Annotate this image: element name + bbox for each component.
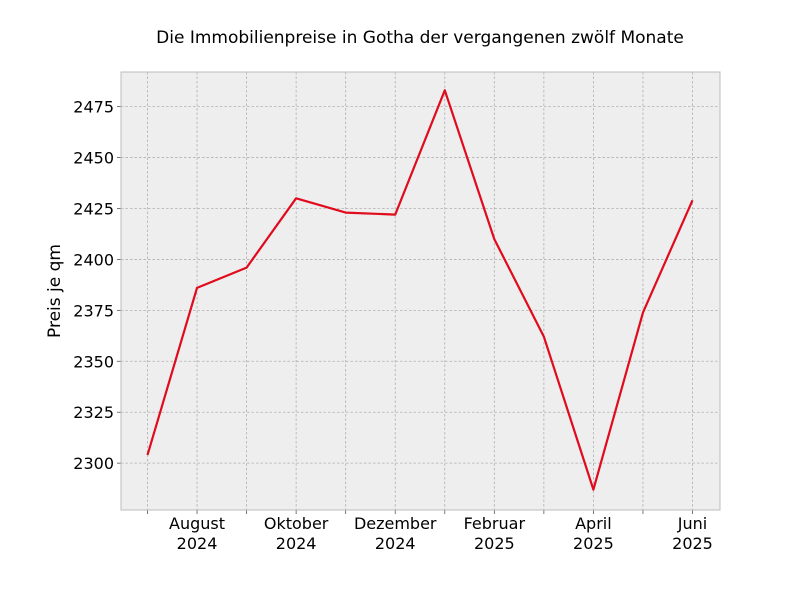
x-tick-label: April 2025 xyxy=(573,514,614,553)
x-tick-label: Dezember 2024 xyxy=(354,514,437,553)
y-tick-labels: 2300 2325 2350 2375 2400 2425 2450 2475 xyxy=(73,98,114,474)
ticks xyxy=(117,106,693,514)
y-tick-label: 2450 xyxy=(73,149,114,168)
x-tick-labels: August 2024 Oktober 2024 Dezember 2024 Februar… xyxy=(169,514,713,553)
chart-title: Die Immobilienpreise in Gotha der vergan… xyxy=(156,28,684,48)
y-tick-label: 2425 xyxy=(73,199,114,218)
x-tick-label: Februar 2025 xyxy=(464,514,526,553)
x-tick-label: August 2024 xyxy=(169,514,225,553)
y-tick-label: 2400 xyxy=(73,250,114,269)
y-axis-label: Preis je qm xyxy=(45,244,65,338)
y-tick-label: 2300 xyxy=(73,454,114,473)
series xyxy=(146,89,694,491)
y-tick-label: 2325 xyxy=(73,403,114,422)
y-tick-label: 2375 xyxy=(73,301,114,320)
x-tick-label: Oktober 2024 xyxy=(264,514,329,553)
x-tick-label: Juni 2025 xyxy=(672,514,713,553)
plot-area xyxy=(121,72,720,510)
series-line xyxy=(146,89,694,491)
y-tick-label: 2475 xyxy=(73,98,114,117)
grid xyxy=(121,72,720,510)
plot-frame xyxy=(120,71,721,511)
y-tick-label: 2350 xyxy=(73,352,114,371)
